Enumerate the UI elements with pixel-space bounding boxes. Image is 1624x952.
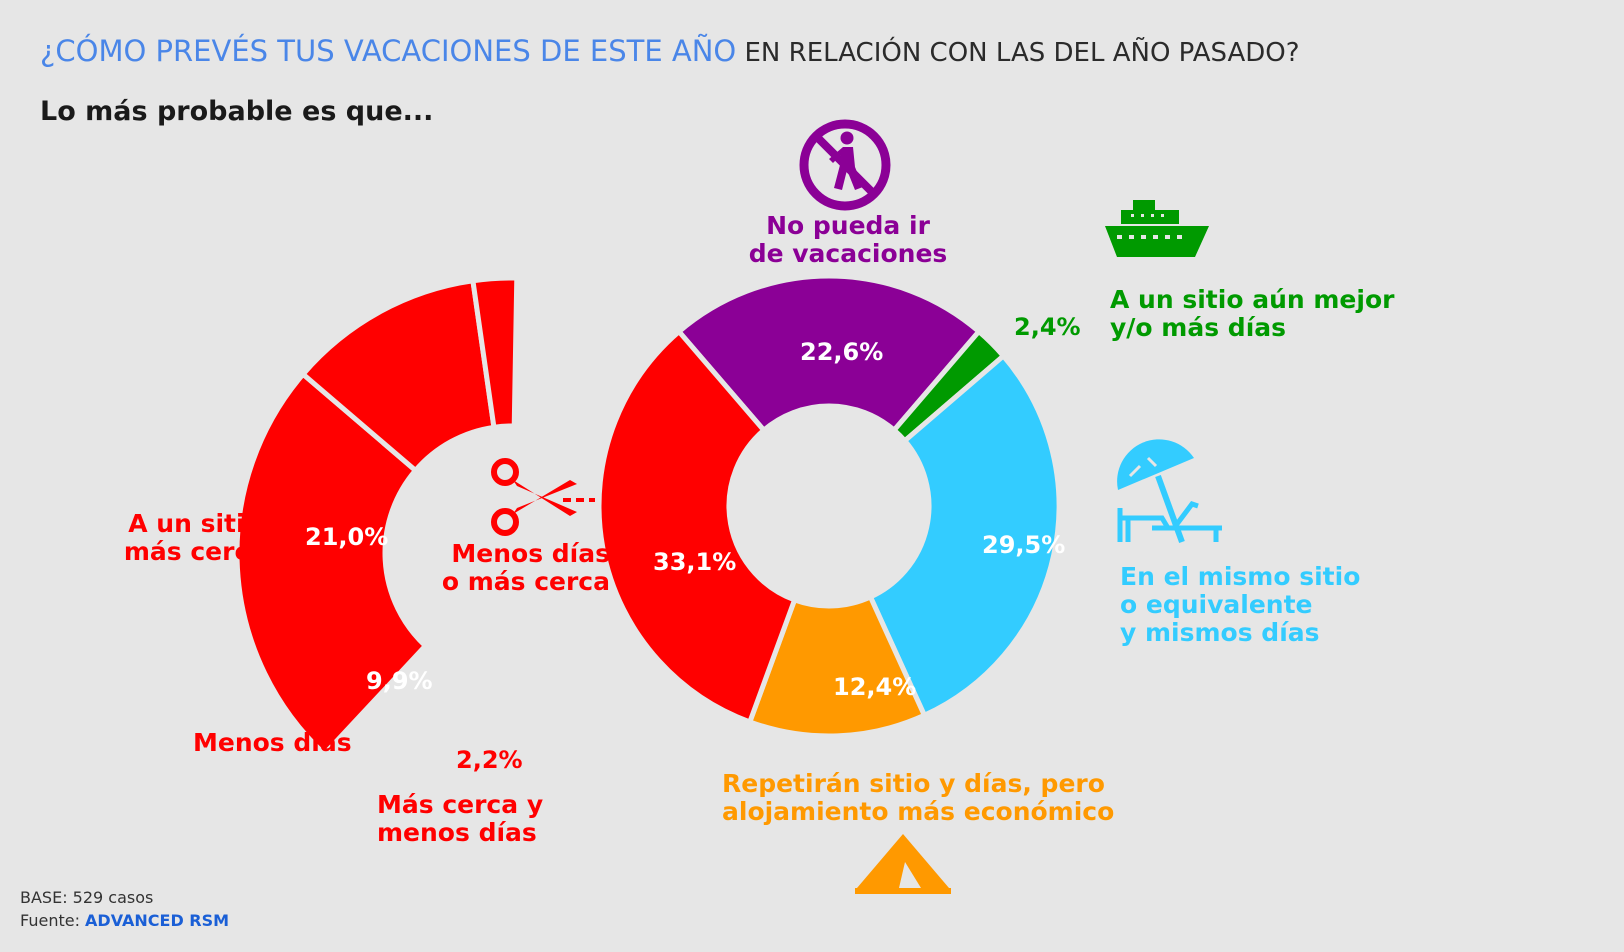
label-mejor-line1: A un sitio aún mejor: [1110, 285, 1395, 314]
label-sitio-cerca-line1: A un sitio: [128, 509, 262, 538]
label-mismo-line1: En el mismo sitio: [1120, 562, 1361, 591]
title-rest: EN RELACIÓN CON LAS DEL AÑO PASADO?: [736, 38, 1300, 68]
label-no-pueda: No pueda ir de vacaciones: [748, 212, 948, 268]
label-repetiran-line2: alojamiento más económico: [722, 797, 1115, 826]
slice-mismo: [867, 352, 1062, 719]
label-sitio-cerca: A un sitio más cerca: [110, 510, 280, 566]
label-mismo-line2: o equivalente: [1120, 590, 1313, 619]
label-mejor-line2: y/o más días: [1110, 313, 1287, 342]
label-mismo: En el mismo sitio o equivalente y mismos…: [1120, 563, 1360, 647]
label-repetiran: Repetirán sitio y días, pero alojamiento…: [722, 770, 1114, 826]
tent-icon: [855, 834, 951, 894]
value-label-mejor: 2,4%: [1014, 313, 1081, 341]
slice-menos-dias: [299, 277, 497, 474]
label-repetiran-line1: Repetirán sitio y días, pero: [722, 769, 1105, 798]
slice-no-pueda: [675, 273, 983, 434]
slice-repetiran: [746, 593, 928, 739]
main-donut-chart: [596, 273, 1062, 739]
cruise-ship-icon: [1105, 200, 1209, 257]
slice-sitio-cerca: [234, 370, 429, 758]
footer: BASE: 529 casos Fuente: ADVANCED RSM: [20, 886, 229, 932]
label-menos-dias: Menos días: [193, 728, 352, 757]
no-walking-icon: [799, 119, 891, 211]
slice-menos-dias-cerca: [596, 328, 798, 726]
value-label-sitio-cerca: 21,0%: [305, 523, 389, 551]
label-menos-dias-cerca-line2: o más cerca: [441, 567, 610, 596]
title-highlight: ¿CÓMO PREVÉS TUS VACACIONES DE ESTE AÑO: [40, 34, 737, 68]
value-label-cerca-menos: 2,2%: [456, 746, 523, 774]
label-no-pueda-line1: No pueda ir: [766, 211, 930, 240]
value-label-repetiran: 12,4%: [833, 673, 917, 701]
source-note: Fuente: ADVANCED RSM: [20, 909, 229, 932]
label-menos-dias-cerca-line1: Menos días: [451, 539, 610, 568]
chart-title: ¿CÓMO PREVÉS TUS VACACIONES DE ESTE AÑO …: [40, 34, 1300, 68]
label-cerca-menos: Más cerca y menos días: [377, 791, 543, 847]
value-label-menos-dias: 9,9%: [366, 667, 433, 695]
base-note: BASE: 529 casos: [20, 888, 154, 907]
label-sitio-cerca-line2: más cerca: [123, 537, 267, 566]
source-value: ADVANCED RSM: [85, 911, 230, 930]
scissors-icon: [491, 458, 595, 536]
label-mismo-line3: y mismos días: [1120, 618, 1320, 647]
chart-subtitle: Lo más probable es que...: [40, 96, 434, 127]
value-label-mismo: 29,5%: [982, 531, 1066, 559]
value-label-no-pueda: 22,6%: [800, 338, 884, 366]
label-mejor: A un sitio aún mejor y/o más días: [1110, 286, 1394, 342]
beach-umbrella-icon: [1117, 439, 1222, 544]
label-no-pueda-line2: de vacaciones: [748, 239, 948, 268]
breakdown-partial-donut: [234, 275, 520, 758]
slice-cerca-menos: [470, 275, 520, 431]
source-label: Fuente:: [20, 911, 86, 930]
label-cerca-menos-line2: menos días: [377, 818, 537, 847]
label-menos-dias-cerca: Menos días o más cerca: [420, 540, 610, 596]
label-cerca-menos-line1: Más cerca y: [377, 790, 544, 819]
value-label-menos-dias-cerca: 33,1%: [653, 548, 737, 576]
